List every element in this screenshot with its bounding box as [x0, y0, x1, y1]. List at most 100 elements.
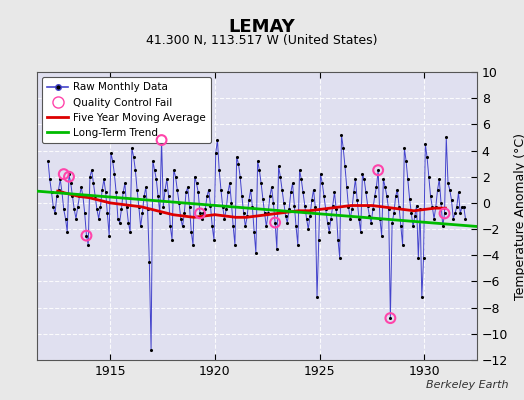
Point	[52, 193, 61, 200]
Point	[374, 167, 383, 173]
Point	[201, 206, 210, 213]
Point	[222, 206, 231, 213]
Point	[267, 184, 276, 190]
Point	[351, 176, 359, 182]
Point	[65, 171, 73, 177]
Point	[259, 196, 267, 202]
Point	[344, 204, 353, 210]
Point	[377, 232, 386, 239]
Point	[395, 204, 403, 210]
Point	[220, 216, 228, 222]
Point	[82, 232, 91, 239]
Point	[168, 236, 176, 243]
Point	[272, 246, 281, 252]
Point	[58, 189, 66, 196]
Point	[381, 184, 389, 190]
Point	[374, 167, 383, 173]
Point	[337, 132, 346, 138]
Point	[283, 219, 291, 226]
Point	[339, 145, 347, 151]
Point	[203, 193, 211, 200]
Point	[215, 167, 223, 173]
Point	[70, 206, 79, 213]
Point	[445, 187, 454, 193]
Point	[398, 242, 407, 248]
Point	[334, 236, 342, 243]
Point	[159, 204, 168, 210]
Point	[72, 216, 80, 222]
Point	[73, 204, 82, 210]
Point	[210, 236, 218, 243]
Point	[149, 158, 157, 164]
Point	[89, 180, 97, 186]
Point	[238, 193, 246, 200]
Point	[192, 180, 201, 186]
Point	[460, 204, 468, 210]
Point	[276, 174, 285, 180]
Point	[290, 202, 299, 209]
Point	[65, 174, 73, 180]
Text: 41.300 N, 113.517 W (United States): 41.300 N, 113.517 W (United States)	[146, 34, 378, 47]
Point	[154, 193, 162, 200]
Point	[233, 154, 241, 160]
Point	[47, 189, 56, 196]
Point	[442, 134, 451, 141]
Point	[409, 223, 417, 230]
Point	[260, 210, 269, 216]
Point	[183, 184, 192, 190]
Point	[178, 223, 187, 230]
Point	[117, 206, 126, 213]
Point	[177, 216, 185, 222]
Point	[206, 202, 215, 209]
Point	[348, 206, 356, 213]
Point	[367, 219, 375, 226]
Point	[245, 197, 253, 204]
Point	[88, 167, 96, 173]
Point	[199, 210, 208, 216]
Point	[198, 216, 206, 222]
Point	[141, 184, 150, 190]
Point	[391, 193, 400, 200]
Point	[239, 210, 248, 216]
Point	[138, 210, 147, 216]
Point	[383, 193, 391, 200]
Text: LEMAY: LEMAY	[228, 18, 296, 36]
Point	[63, 228, 71, 235]
Point	[411, 213, 419, 219]
Point	[56, 176, 64, 182]
Point	[156, 210, 164, 216]
Point	[390, 210, 398, 216]
Point	[123, 204, 131, 210]
Point	[356, 228, 365, 235]
Point	[400, 145, 409, 151]
Point	[386, 315, 395, 321]
Point	[54, 187, 63, 193]
Point	[119, 189, 127, 196]
Point	[150, 167, 159, 173]
Point	[447, 197, 456, 204]
Point	[51, 210, 59, 216]
Point	[288, 180, 297, 186]
Point	[147, 346, 155, 353]
Point	[271, 219, 279, 226]
Point	[98, 187, 106, 193]
Point	[243, 213, 252, 219]
Point	[121, 180, 129, 186]
Point	[350, 189, 358, 196]
Point	[196, 210, 204, 216]
Point	[322, 206, 330, 213]
Point	[427, 193, 435, 200]
Point	[325, 228, 333, 235]
Point	[162, 176, 171, 182]
Point	[264, 210, 272, 216]
Point	[126, 228, 134, 235]
Point	[170, 167, 178, 173]
Point	[304, 226, 312, 232]
Point	[248, 204, 257, 210]
Point	[115, 219, 124, 226]
Point	[362, 189, 370, 196]
Point	[456, 210, 464, 216]
Point	[262, 223, 270, 230]
Point	[388, 219, 396, 226]
Point	[355, 216, 363, 222]
